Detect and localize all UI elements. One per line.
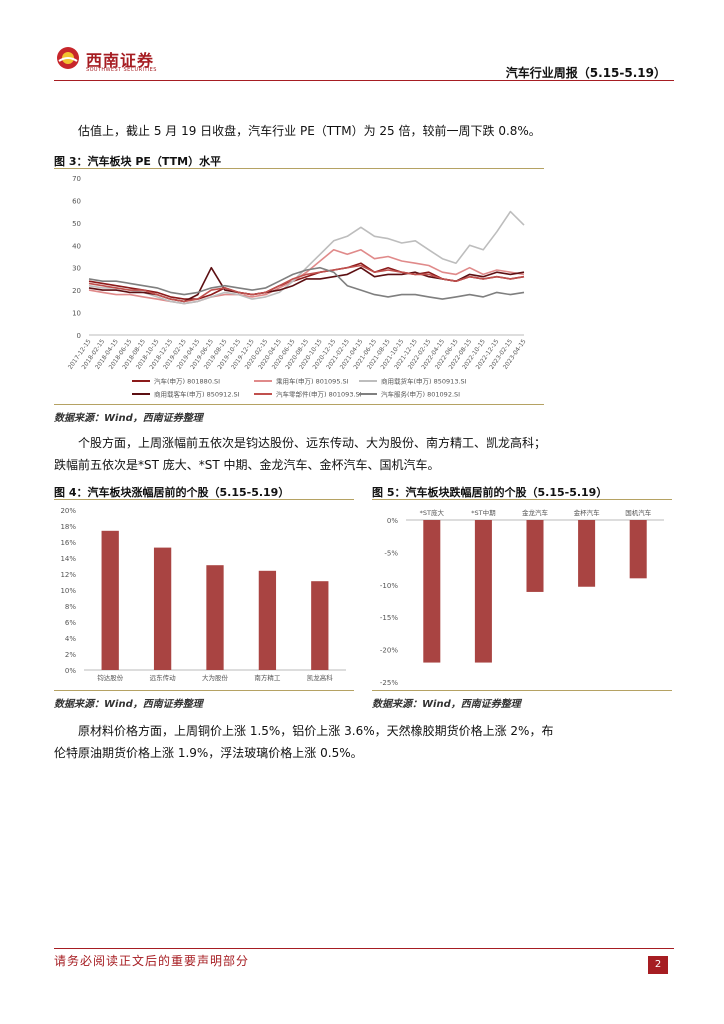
series-line <box>88 210 525 305</box>
y-tick-label: 14% <box>60 555 76 563</box>
y-tick-label: 4% <box>65 635 76 643</box>
y-tick-label: 30 <box>72 265 81 273</box>
y-tick-label: 2% <box>65 651 76 659</box>
category-label: *ST中期 <box>471 508 496 517</box>
legend-label: 汽车零部件(申万) 801093.SI <box>276 390 362 399</box>
logo-chinese-name: 西南证券 <box>86 51 155 70</box>
legend-label: 商用载客车(申万) 850912.SI <box>154 390 240 399</box>
series-line <box>88 249 525 305</box>
y-tick-label: 0% <box>65 667 76 675</box>
y-tick-label: -20% <box>380 647 398 655</box>
stock-movers-paragraph-line2: 跌幅前五依次是*ST 庞大、*ST 中期、金龙汽车、金杯汽车、国机汽车。 <box>54 458 440 472</box>
header-divider <box>54 80 674 81</box>
y-tick-label: 0% <box>387 517 398 525</box>
y-tick-label: 8% <box>65 603 76 611</box>
y-tick-label: -10% <box>380 582 398 590</box>
logo-english-name: SOUTHWEST SECURITIES <box>86 67 157 73</box>
y-tick-label: 10% <box>60 587 76 595</box>
y-tick-label: 40 <box>72 242 81 250</box>
category-label: 金龙汽车 <box>522 508 549 517</box>
bar <box>153 547 172 670</box>
y-tick-label: 18% <box>60 523 76 531</box>
report-title: 汽车行业周报（5.15-5.19） <box>505 66 666 80</box>
category-label: 南方精工 <box>254 673 281 682</box>
category-label: 钧达股份 <box>97 673 124 682</box>
figure-3-top-rule <box>54 168 544 169</box>
y-tick-label: 0 <box>77 332 81 340</box>
legend-label: 汽车(申万) 801880.SI <box>154 377 220 386</box>
figure-3-title: 图 3：汽车板块 PE（TTM）水平 <box>54 155 222 168</box>
category-label: 大为股份 <box>202 673 229 682</box>
bar <box>578 520 596 587</box>
y-tick-label: 70 <box>72 175 81 183</box>
bar <box>526 520 544 592</box>
y-tick-label: 10 <box>72 310 81 318</box>
company-logo-icon <box>57 47 79 69</box>
figure-4-top-rule <box>54 499 354 500</box>
pe-ttm-line-chart: 0102030405060702017-12-152018-02-152018-… <box>67 175 528 399</box>
bar <box>474 520 492 663</box>
category-label: 凯龙高科 <box>307 673 334 682</box>
category-label: 国机汽车 <box>625 508 652 517</box>
y-tick-label: 20 <box>72 287 81 295</box>
raw-materials-paragraph-line1: 原材料价格方面，上周铜价上涨 1.5%，铝价上涨 3.6%，天然橡胶期货价格上涨… <box>78 724 554 738</box>
y-tick-label: -5% <box>384 549 398 557</box>
series-line <box>88 266 525 300</box>
page-number: 2 <box>648 956 668 974</box>
y-tick-label: 16% <box>60 539 76 547</box>
series-line <box>88 264 525 303</box>
top-losers-bar-chart: 0% -5% -10% -15% -20% -25% *ST庞大 *ST中期 金龙汽车 金杯汽车 国… <box>380 508 664 687</box>
y-tick-label: 20% <box>60 507 76 515</box>
raw-materials-paragraph-line2: 伦特原油期货价格上涨 1.9%，浮法玻璃价格上涨 0.5%。 <box>54 746 363 760</box>
bar <box>423 520 441 663</box>
footer-disclaimer: 请务必阅读正文后的重要声明部分 <box>54 954 250 968</box>
y-tick-label: -25% <box>380 679 398 687</box>
figure-4-source: 数据来源：Wind，西南证券整理 <box>54 699 203 710</box>
figure-3-source: 数据来源：Wind，西南证券整理 <box>54 413 203 424</box>
figure-5-title: 图 5：汽车板块跌幅居前的个股（5.15-5.19） <box>372 486 608 499</box>
figure-5-source: 数据来源：Wind，西南证券整理 <box>372 699 521 710</box>
bar <box>206 565 224 670</box>
y-tick-label: 12% <box>60 571 76 579</box>
y-tick-label: -15% <box>380 614 398 622</box>
figure-4-title: 图 4：汽车板块涨幅居前的个股（5.15-5.19） <box>54 486 290 499</box>
category-label: 金杯汽车 <box>574 508 601 517</box>
y-tick-label: 60 <box>72 197 81 205</box>
category-label: 远东传动 <box>150 673 177 682</box>
legend-label: 商用载货车(申万) 850913.SI <box>381 377 467 386</box>
figure-5-top-rule <box>372 499 672 500</box>
y-tick-label: 50 <box>72 220 81 228</box>
figure-3-bottom-rule <box>54 404 544 405</box>
y-tick-label: 6% <box>65 619 76 627</box>
valuation-paragraph: 估值上，截止 5 月 19 日收盘，汽车行业 PE（TTM）为 25 倍，较前一… <box>78 124 541 138</box>
figure-5-bottom-rule <box>372 690 672 691</box>
bar <box>101 530 119 670</box>
bar <box>258 570 277 670</box>
bar <box>311 581 329 670</box>
top-gainers-bar-chart: 0% 2% 4% 6% 8% 10% 12% 14% 16% 18% 20% 钧达股份 远东传动 大为股份… <box>60 507 346 682</box>
figure-4-bottom-rule <box>54 690 354 691</box>
stock-movers-paragraph-line1: 个股方面，上周涨幅前五依次是钧达股份、远东传动、大为股份、南方精工、凯龙高科； <box>78 436 547 450</box>
legend-label: 乘用车(申万) 801095.SI <box>276 377 349 386</box>
footer-divider <box>54 948 674 949</box>
legend-label: 汽车服务(申万) 801092.SI <box>381 390 460 399</box>
bar <box>629 520 647 579</box>
category-label: *ST庞大 <box>420 508 445 517</box>
